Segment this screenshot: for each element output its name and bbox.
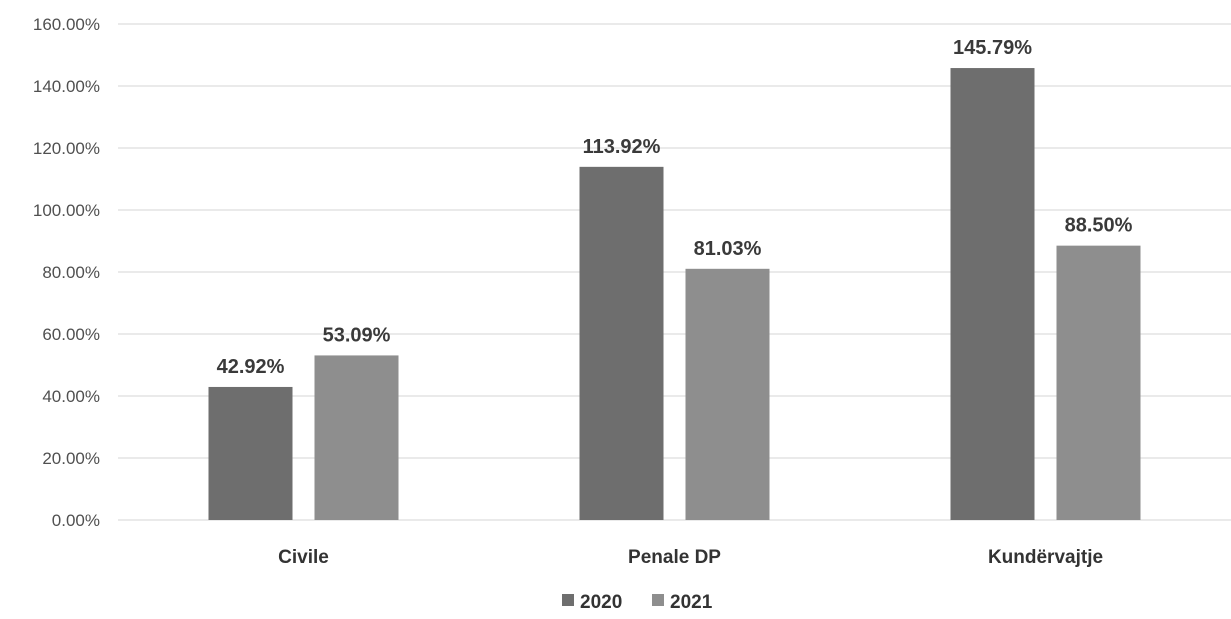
data-label: 88.50% — [1065, 215, 1133, 237]
legend: 2020 2021 — [562, 592, 713, 613]
legend-label: 2020 — [580, 592, 622, 613]
y-tick-label: 40.00% — [42, 387, 100, 406]
data-labels: 42.92% 53.09% 113.92% 81.03% 145.79% 88.50% — [217, 37, 1133, 378]
legend-swatch — [652, 594, 664, 606]
bar-2021-2 — [1056, 245, 1141, 520]
bar-2021-1 — [685, 268, 770, 520]
y-tick-label: 120.00% — [33, 139, 100, 158]
y-tick-label: 140.00% — [33, 77, 100, 96]
data-label: 81.03% — [694, 238, 762, 260]
legend-swatch — [562, 594, 574, 606]
data-label: 53.09% — [323, 324, 391, 346]
data-label: 42.92% — [217, 356, 285, 378]
y-tick-label: 100.00% — [33, 201, 100, 220]
y-tick-label: 160.00% — [33, 15, 100, 34]
y-tick-label: 80.00% — [42, 263, 100, 282]
y-tick-label: 60.00% — [42, 325, 100, 344]
data-label: 113.92% — [583, 136, 661, 158]
bar-2020-2 — [950, 68, 1035, 521]
x-category-label: Civile — [278, 547, 329, 568]
x-axis: Civile Penale DP Kundërvajtje — [278, 547, 1103, 568]
x-category-label: Kundërvajtje — [988, 547, 1103, 568]
gridlines — [118, 23, 1231, 521]
bar-2021-0 — [314, 355, 399, 520]
y-tick-label: 0.00% — [52, 511, 100, 530]
x-category-label: Penale DP — [628, 547, 721, 568]
bars — [208, 68, 1141, 521]
bar-2020-1 — [579, 166, 664, 520]
bar-2020-0 — [208, 386, 293, 520]
y-axis: 0.00% 20.00% 40.00% 60.00% 80.00% 100.00% 120.… — [33, 15, 100, 530]
y-tick-label: 20.00% — [42, 449, 100, 468]
legend-label: 2021 — [670, 592, 713, 613]
data-label: 145.79% — [953, 37, 1032, 59]
